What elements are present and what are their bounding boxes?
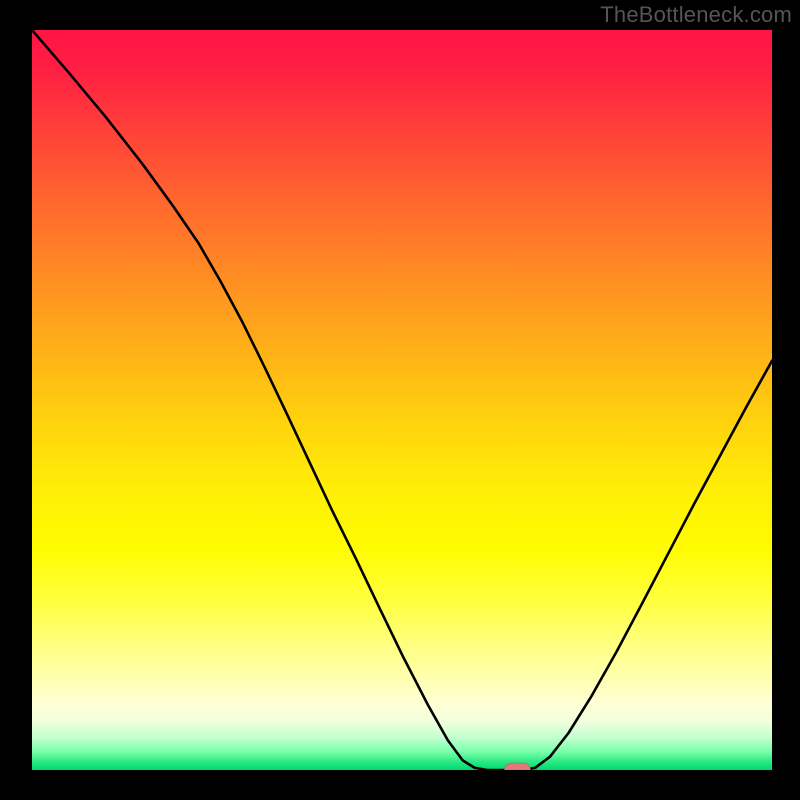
bottleneck-plot — [0, 0, 800, 800]
plot-background — [32, 30, 772, 770]
watermark-text: TheBottleneck.com — [600, 2, 792, 28]
optimal-marker — [504, 763, 530, 777]
